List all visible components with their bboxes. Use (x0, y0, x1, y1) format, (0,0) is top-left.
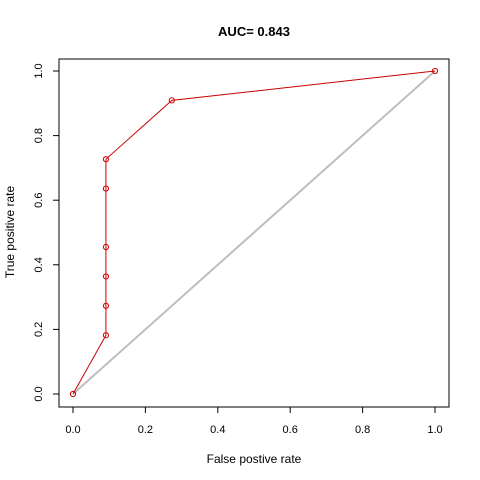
x-tick-label: 0.2 (138, 424, 153, 436)
roc-point (102, 302, 110, 309)
y-tick-label: 1.0 (33, 63, 45, 78)
plot-area (69, 67, 439, 398)
x-tick-label: 0.8 (355, 424, 370, 436)
roc-point (69, 390, 77, 398)
reference-diagonal-line (72, 70, 436, 395)
y-axis-label: True positive rate (3, 186, 17, 279)
y-tick-label: 0.2 (33, 322, 45, 337)
y-tick-label: 0.8 (33, 128, 45, 143)
y-axis: 0.0 0.2 0.4 0.6 0.8 1.0 (33, 63, 60, 402)
x-axis-label: False postive rate (207, 452, 302, 466)
y-tick-label: 0.0 (33, 386, 45, 401)
roc-point (102, 332, 110, 339)
chart-title: AUC= 0.843 (218, 24, 290, 39)
y-tick-label: 0.4 (33, 257, 45, 272)
roc-point (102, 185, 110, 192)
roc-point (431, 67, 439, 75)
roc-point (168, 97, 175, 104)
roc-point (102, 156, 110, 163)
x-axis: 0.0 0.2 0.4 0.6 0.8 1.0 (65, 406, 443, 436)
x-tick-label: 0.0 (65, 424, 80, 436)
roc-point (102, 243, 110, 251)
x-tick-label: 1.0 (427, 424, 442, 436)
y-tick-label: 0.6 (33, 193, 45, 208)
x-tick-label: 0.4 (210, 424, 225, 436)
x-tick-label: 0.6 (283, 424, 298, 436)
roc-curve-line (72, 70, 436, 395)
roc-point (102, 273, 110, 280)
